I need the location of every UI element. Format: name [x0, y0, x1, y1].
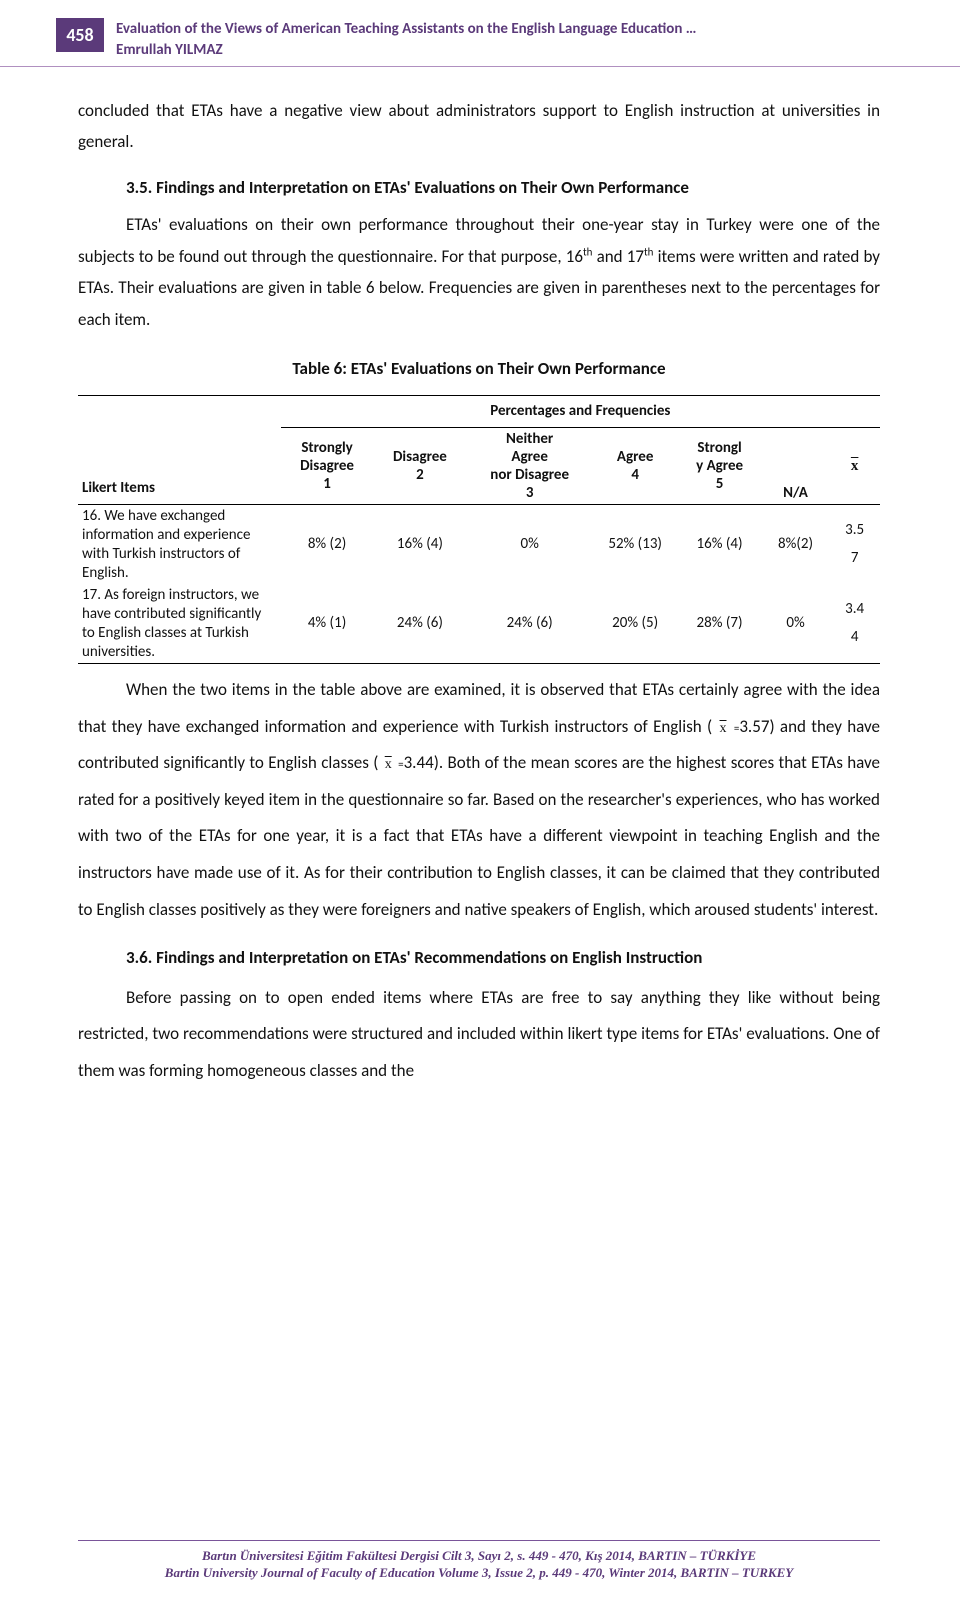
row-17-v3: 24% (6): [466, 584, 593, 664]
row-17-label: 17. As foreign instructors, we have cont…: [78, 584, 281, 664]
p2-part-b: and 17: [592, 246, 644, 267]
col-n-l3: nor Disagree: [470, 466, 589, 484]
row-17-mean-b: 4: [833, 624, 876, 652]
p3-part-c: 3.44). Both of the mean scores are the h…: [78, 752, 880, 919]
running-author: Emrullah YILMAZ: [116, 41, 696, 61]
col-n: Neither Agree nor Disagree 3: [466, 428, 593, 505]
col-na: N/A: [762, 428, 830, 505]
running-header: Evaluation of the Views of American Teac…: [116, 18, 696, 60]
col-sa-l1: Strongl: [681, 439, 757, 457]
paragraph-4: Before passing on to open ended items wh…: [78, 980, 880, 1090]
col-span-header: Percentages and Frequencies: [281, 395, 880, 428]
col-d: Disagree 2: [373, 428, 466, 505]
col-sd-l1: Strongly: [285, 439, 370, 457]
paragraph-2: ETAs' evaluations on their own performan…: [78, 209, 880, 335]
running-title: Evaluation of the Views of American Teac…: [116, 20, 696, 40]
row-17-v1: 4% (1): [281, 584, 374, 664]
col-n-l1: Neither: [470, 430, 589, 448]
table-row: 16. We have exchanged information and ex…: [78, 505, 880, 585]
section-heading-3-5: 3.5. Findings and Interpretation on ETAs…: [78, 172, 880, 203]
row-16-v5: 16% (4): [677, 505, 761, 585]
col-mean: x: [829, 428, 880, 505]
col-n-l4: 3: [470, 484, 589, 502]
row-16-v2: 16% (4): [373, 505, 466, 585]
page-number-box: 458: [56, 18, 104, 52]
page-body: concluded that ETAs have a negative view…: [0, 67, 960, 1089]
col-a: Agree 4: [593, 428, 677, 505]
col-a-l2: 4: [597, 466, 673, 484]
table6-caption: Table 6: ETAs' Evaluations on Their Own …: [78, 353, 880, 384]
col-sd: Strongly Disagree 1: [281, 428, 374, 505]
col-a-l1: Agree: [597, 448, 673, 466]
col-sa: Strongl y Agree 5: [677, 428, 761, 505]
row-17-mean-a: 3.4: [833, 596, 876, 624]
footer-line-2: Bartin University Journal of Faculty of …: [78, 1564, 880, 1582]
table6: Likert Items Percentages and Frequencies…: [78, 395, 880, 665]
paragraph-3: When the two items in the table above ar…: [78, 672, 880, 928]
row-17-mean: 3.4 4: [829, 584, 880, 664]
row-16-label: 16. We have exchanged information and ex…: [78, 505, 281, 585]
row-17-v2: 24% (6): [373, 584, 466, 664]
row-16-v1: 8% (2): [281, 505, 374, 585]
row-16-mean: 3.5 7: [829, 505, 880, 585]
col-sd-l2: Disagree: [285, 457, 370, 475]
page-header: 458 Evaluation of the Views of American …: [0, 0, 960, 67]
col-sd-l3: 1: [285, 475, 370, 493]
row-16-mean-a: 3.5: [833, 517, 876, 545]
page-footer: Bartın Üniversitesi Eğitim Fakültesi Der…: [78, 1540, 880, 1582]
xbar-inline-1: x: [718, 721, 729, 736]
row-17-v6: 0%: [762, 584, 830, 664]
footer-line-1: Bartın Üniversitesi Eğitim Fakültesi Der…: [78, 1547, 880, 1565]
col-d-l2: 2: [377, 466, 462, 484]
row-16-v4: 52% (13): [593, 505, 677, 585]
row-16-v6: 8%(2): [762, 505, 830, 585]
row-16-mean-b: 7: [833, 545, 876, 573]
section-heading-3-6: 3.6. Findings and Interpretation on ETAs…: [78, 942, 880, 973]
col-sa-l2: y Agree: [681, 457, 757, 475]
col-sa-l3: 5: [681, 475, 757, 493]
row-17-v5: 28% (7): [677, 584, 761, 664]
paragraph-intro: concluded that ETAs have a negative view…: [78, 95, 880, 158]
xbar-inline-2: x: [383, 757, 394, 772]
col-n-l2: Agree: [470, 448, 589, 466]
row-17-v4: 20% (5): [593, 584, 677, 664]
col-d-l1: Disagree: [377, 448, 462, 466]
table-row: 17. As foreign instructors, we have cont…: [78, 584, 880, 664]
xbar-symbol: x: [851, 458, 859, 474]
col-likert-items: Likert Items: [78, 395, 281, 505]
row-16-v3: 0%: [466, 505, 593, 585]
